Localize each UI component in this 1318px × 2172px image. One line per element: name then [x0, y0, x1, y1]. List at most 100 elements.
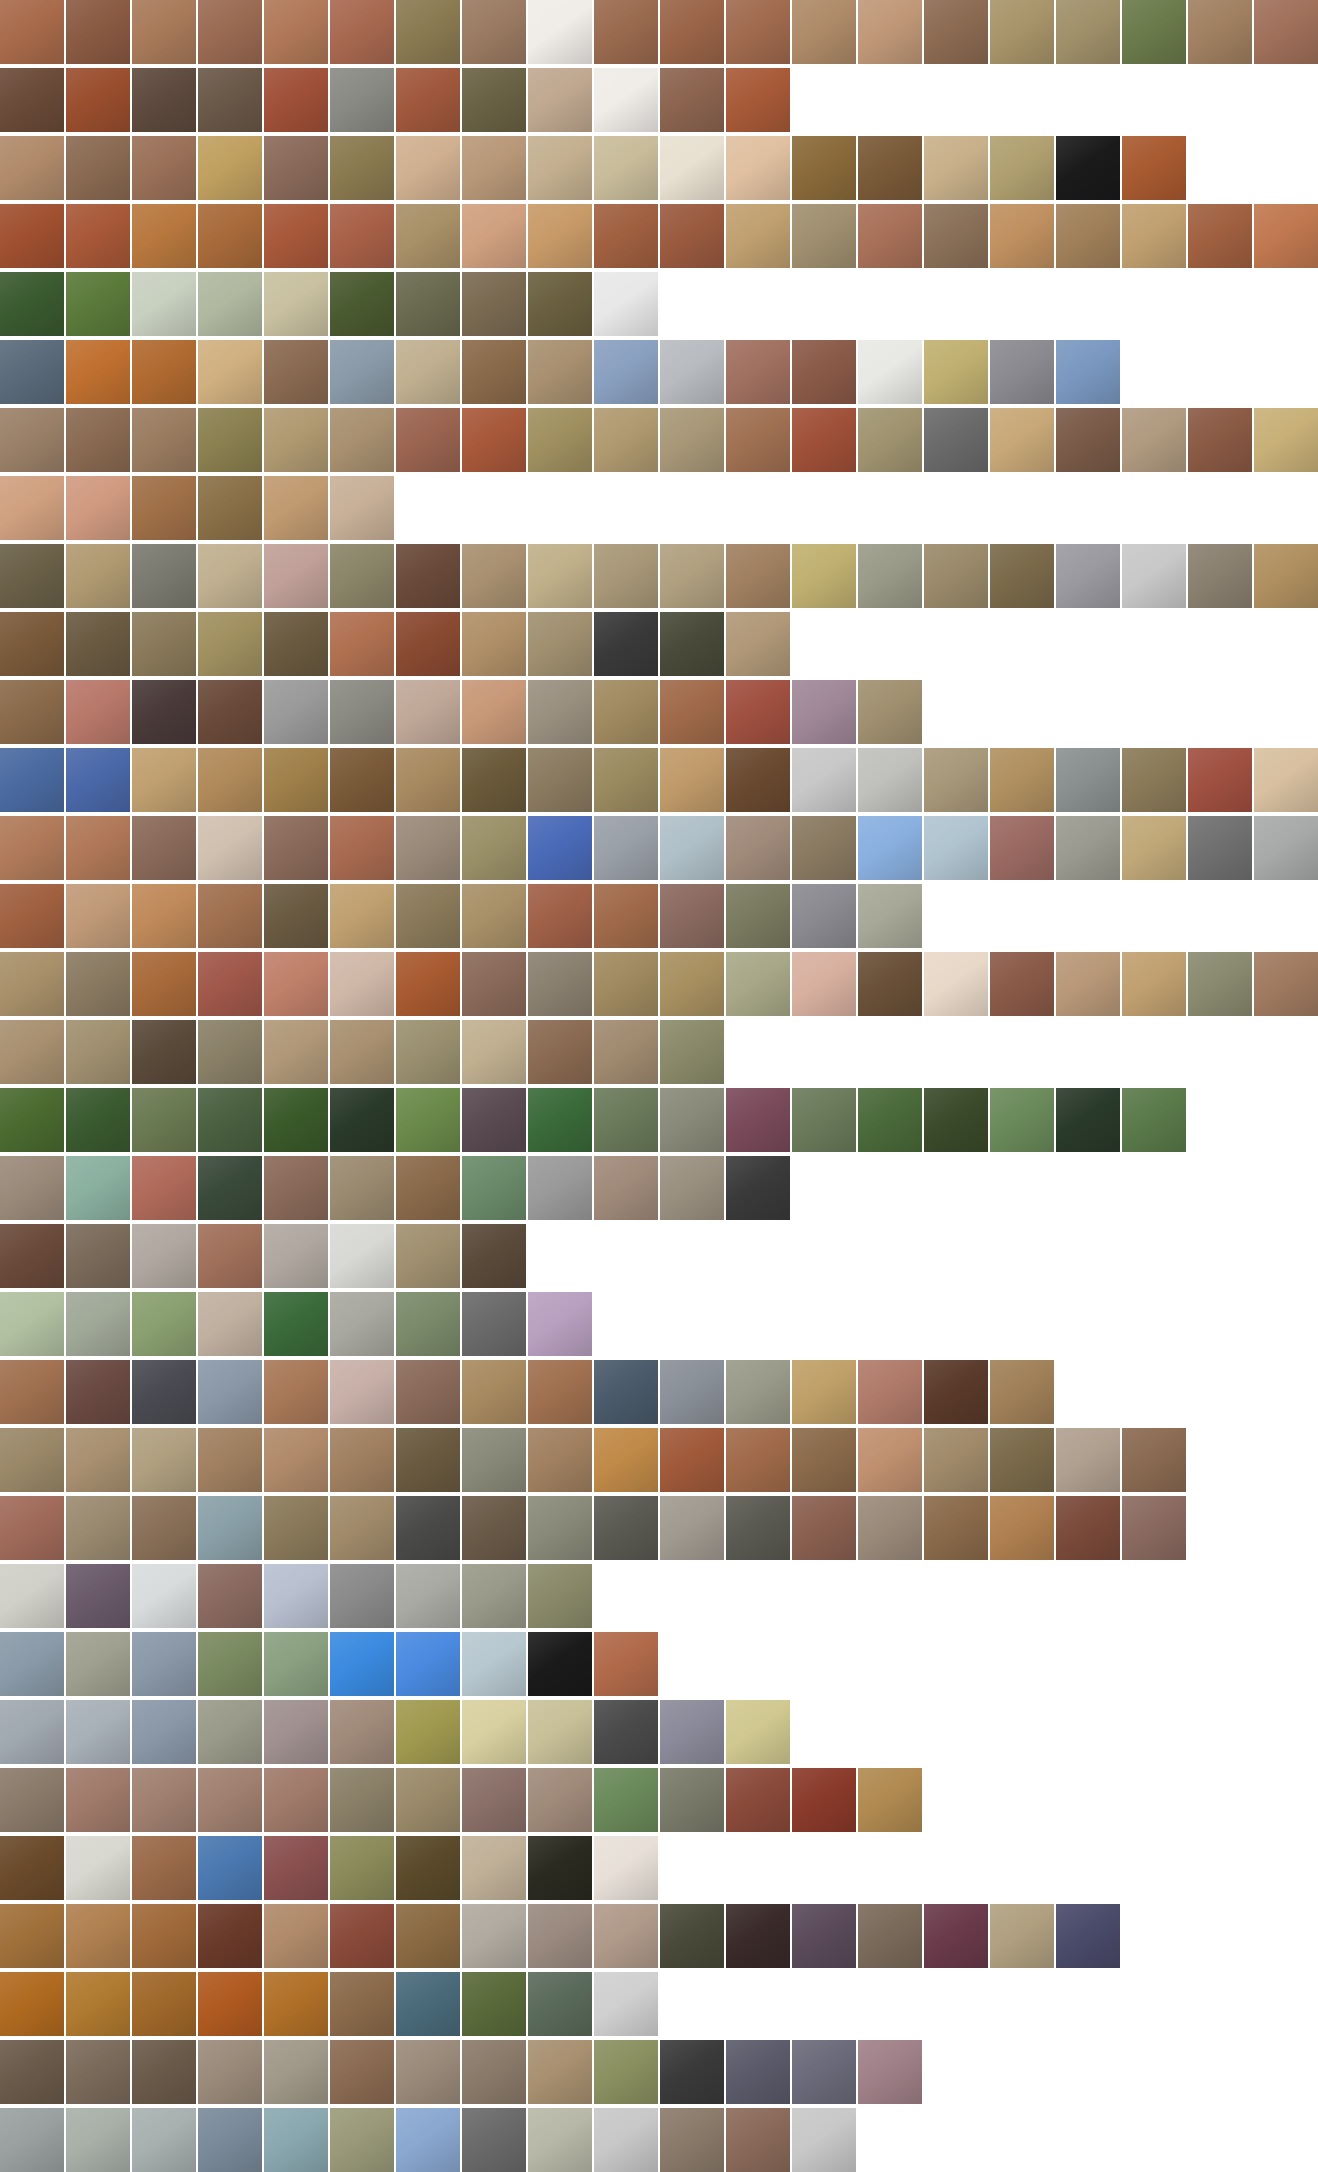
- thumbnail-image[interactable]: [0, 1836, 64, 1900]
- thumbnail-image[interactable]: [396, 1904, 460, 1968]
- thumbnail-image[interactable]: [660, 68, 724, 132]
- thumbnail-image[interactable]: [528, 1972, 592, 2036]
- thumbnail-image[interactable]: [132, 680, 196, 744]
- thumbnail-image[interactable]: [0, 952, 64, 1016]
- thumbnail-image[interactable]: [330, 340, 394, 404]
- thumbnail-image[interactable]: [264, 1496, 328, 1560]
- thumbnail-image[interactable]: [330, 136, 394, 200]
- thumbnail-image[interactable]: [0, 204, 64, 268]
- thumbnail-image[interactable]: [1056, 136, 1120, 200]
- thumbnail-image[interactable]: [0, 680, 64, 744]
- thumbnail-image[interactable]: [726, 612, 790, 676]
- thumbnail-image[interactable]: [660, 1700, 724, 1764]
- thumbnail-image[interactable]: [264, 1428, 328, 1492]
- thumbnail-image[interactable]: [1254, 204, 1318, 268]
- thumbnail-image[interactable]: [792, 136, 856, 200]
- thumbnail-image[interactable]: [594, 2040, 658, 2104]
- thumbnail-image[interactable]: [132, 884, 196, 948]
- thumbnail-image[interactable]: [858, 680, 922, 744]
- thumbnail-image[interactable]: [528, 136, 592, 200]
- thumbnail-image[interactable]: [198, 1360, 262, 1424]
- thumbnail-image[interactable]: [726, 1904, 790, 1968]
- thumbnail-image[interactable]: [330, 1564, 394, 1628]
- thumbnail-image[interactable]: [924, 408, 988, 472]
- thumbnail-image[interactable]: [660, 748, 724, 812]
- thumbnail-image[interactable]: [990, 952, 1054, 1016]
- thumbnail-image[interactable]: [858, 544, 922, 608]
- thumbnail-image[interactable]: [726, 340, 790, 404]
- thumbnail-image[interactable]: [198, 1496, 262, 1560]
- thumbnail-image[interactable]: [0, 1156, 64, 1220]
- thumbnail-image[interactable]: [528, 2108, 592, 2172]
- thumbnail-image[interactable]: [66, 340, 130, 404]
- thumbnail-image[interactable]: [0, 272, 64, 336]
- thumbnail-image[interactable]: [396, 1768, 460, 1832]
- thumbnail-image[interactable]: [594, 204, 658, 268]
- thumbnail-image[interactable]: [198, 680, 262, 744]
- thumbnail-image[interactable]: [462, 1360, 526, 1424]
- thumbnail-image[interactable]: [66, 1904, 130, 1968]
- thumbnail-image[interactable]: [132, 1496, 196, 1560]
- thumbnail-image[interactable]: [528, 408, 592, 472]
- thumbnail-image[interactable]: [330, 544, 394, 608]
- thumbnail-image[interactable]: [660, 1360, 724, 1424]
- thumbnail-image[interactable]: [132, 1360, 196, 1424]
- thumbnail-image[interactable]: [792, 340, 856, 404]
- thumbnail-image[interactable]: [858, 1496, 922, 1560]
- thumbnail-image[interactable]: [1122, 0, 1186, 64]
- thumbnail-image[interactable]: [858, 2040, 922, 2104]
- thumbnail-image[interactable]: [396, 1632, 460, 1696]
- thumbnail-image[interactable]: [198, 884, 262, 948]
- thumbnail-image[interactable]: [132, 1836, 196, 1900]
- thumbnail-image[interactable]: [462, 1292, 526, 1356]
- thumbnail-image[interactable]: [66, 2040, 130, 2104]
- thumbnail-image[interactable]: [462, 204, 526, 268]
- thumbnail-image[interactable]: [594, 1972, 658, 2036]
- thumbnail-image[interactable]: [330, 408, 394, 472]
- thumbnail-image[interactable]: [594, 340, 658, 404]
- thumbnail-image[interactable]: [726, 884, 790, 948]
- thumbnail-image[interactable]: [330, 884, 394, 948]
- thumbnail-image[interactable]: [594, 1836, 658, 1900]
- thumbnail-image[interactable]: [66, 1496, 130, 1560]
- thumbnail-image[interactable]: [0, 1972, 64, 2036]
- thumbnail-image[interactable]: [396, 1292, 460, 1356]
- thumbnail-image[interactable]: [924, 0, 988, 64]
- thumbnail-image[interactable]: [66, 1428, 130, 1492]
- thumbnail-image[interactable]: [0, 1292, 64, 1356]
- thumbnail-image[interactable]: [396, 2040, 460, 2104]
- thumbnail-image[interactable]: [792, 1428, 856, 1492]
- thumbnail-image[interactable]: [594, 748, 658, 812]
- thumbnail-image[interactable]: [792, 2108, 856, 2172]
- thumbnail-image[interactable]: [792, 816, 856, 880]
- thumbnail-image[interactable]: [660, 408, 724, 472]
- thumbnail-image[interactable]: [264, 272, 328, 336]
- thumbnail-image[interactable]: [198, 476, 262, 540]
- thumbnail-image[interactable]: [0, 1768, 64, 1832]
- thumbnail-image[interactable]: [198, 544, 262, 608]
- thumbnail-image[interactable]: [1122, 1496, 1186, 1560]
- thumbnail-image[interactable]: [0, 1020, 64, 1084]
- thumbnail-image[interactable]: [594, 1156, 658, 1220]
- thumbnail-image[interactable]: [0, 1088, 64, 1152]
- thumbnail-image[interactable]: [660, 952, 724, 1016]
- thumbnail-image[interactable]: [66, 0, 130, 64]
- thumbnail-image[interactable]: [528, 1292, 592, 1356]
- thumbnail-image[interactable]: [330, 2108, 394, 2172]
- thumbnail-image[interactable]: [198, 1904, 262, 1968]
- thumbnail-image[interactable]: [264, 1292, 328, 1356]
- thumbnail-image[interactable]: [726, 680, 790, 744]
- thumbnail-image[interactable]: [792, 0, 856, 64]
- thumbnail-image[interactable]: [462, 884, 526, 948]
- thumbnail-image[interactable]: [0, 748, 64, 812]
- thumbnail-image[interactable]: [396, 544, 460, 608]
- thumbnail-image[interactable]: [1056, 1088, 1120, 1152]
- thumbnail-image[interactable]: [396, 1836, 460, 1900]
- thumbnail-image[interactable]: [858, 1088, 922, 1152]
- thumbnail-image[interactable]: [1254, 816, 1318, 880]
- thumbnail-image[interactable]: [0, 1428, 64, 1492]
- thumbnail-image[interactable]: [792, 2040, 856, 2104]
- thumbnail-image[interactable]: [726, 1768, 790, 1832]
- thumbnail-image[interactable]: [330, 1972, 394, 2036]
- thumbnail-image[interactable]: [462, 1020, 526, 1084]
